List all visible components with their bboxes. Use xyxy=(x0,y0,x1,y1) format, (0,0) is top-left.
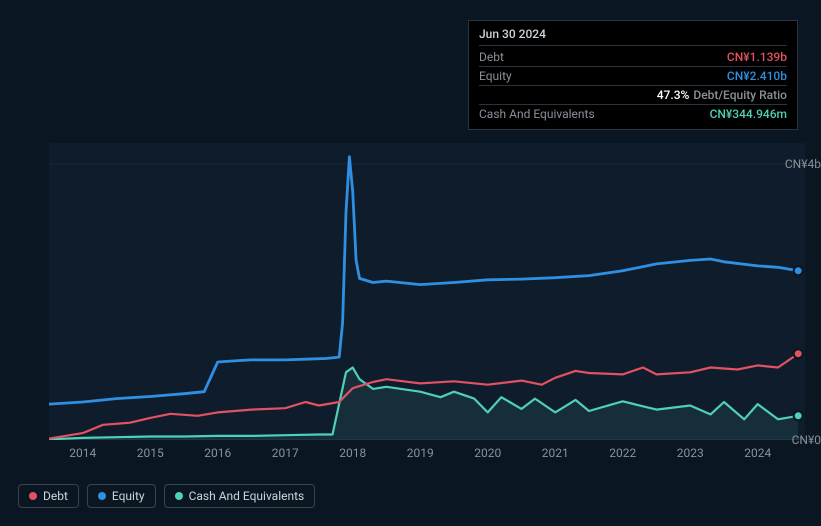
x-axis-label: 2015 xyxy=(137,446,164,460)
tooltip-value: CN¥2.410b xyxy=(727,69,787,83)
end-marker xyxy=(794,411,803,420)
tooltip-row: Cash And Equivalents CN¥344.946m xyxy=(479,105,787,123)
x-axis-label: 2020 xyxy=(474,446,501,460)
y-axis-label: CN¥4b xyxy=(776,157,821,171)
legend-dot xyxy=(29,492,37,500)
x-axis-label: 2023 xyxy=(677,446,704,460)
legend-item-debt[interactable]: Debt xyxy=(18,484,79,508)
x-axis-label: 2014 xyxy=(69,446,96,460)
end-marker xyxy=(794,266,803,275)
chart-legend: Debt Equity Cash And Equivalents xyxy=(18,484,315,508)
balance-chart xyxy=(49,143,805,440)
legend-label: Debt xyxy=(43,489,68,503)
y-axis-label: CN¥0 xyxy=(776,433,821,447)
tooltip-value: 47.3%Debt/Equity Ratio xyxy=(657,88,787,102)
legend-label: Cash And Equivalents xyxy=(189,489,305,503)
tooltip-label: Cash And Equivalents xyxy=(479,107,595,121)
tooltip-row: Equity CN¥2.410b xyxy=(479,67,787,86)
tooltip-value: CN¥1.139b xyxy=(727,50,787,64)
tooltip-row: 47.3%Debt/Equity Ratio xyxy=(479,86,787,105)
legend-item-equity[interactable]: Equity xyxy=(87,484,156,508)
tooltip-value: CN¥344.946m xyxy=(710,107,787,121)
tooltip-date: Jun 30 2024 xyxy=(479,27,787,46)
tooltip-row: Debt CN¥1.139b xyxy=(479,48,787,67)
legend-item-cash-and-equivalents[interactable]: Cash And Equivalents xyxy=(164,484,316,508)
legend-dot xyxy=(175,492,183,500)
x-axis-label: 2024 xyxy=(744,446,771,460)
legend-dot xyxy=(98,492,106,500)
series-equity xyxy=(49,157,798,404)
x-axis-label: 2018 xyxy=(339,446,366,460)
x-axis-label: 2016 xyxy=(204,446,231,460)
x-axis-label: 2022 xyxy=(609,446,636,460)
x-axis-label: 2021 xyxy=(542,446,569,460)
chart-tooltip: Jun 30 2024 Debt CN¥1.139b Equity CN¥2.4… xyxy=(468,20,798,130)
tooltip-label: Equity xyxy=(479,69,512,83)
x-axis-label: 2017 xyxy=(272,446,299,460)
legend-label: Equity xyxy=(112,489,145,503)
tooltip-label: Debt xyxy=(479,50,504,64)
end-marker xyxy=(794,349,803,358)
x-axis-label: 2019 xyxy=(407,446,434,460)
